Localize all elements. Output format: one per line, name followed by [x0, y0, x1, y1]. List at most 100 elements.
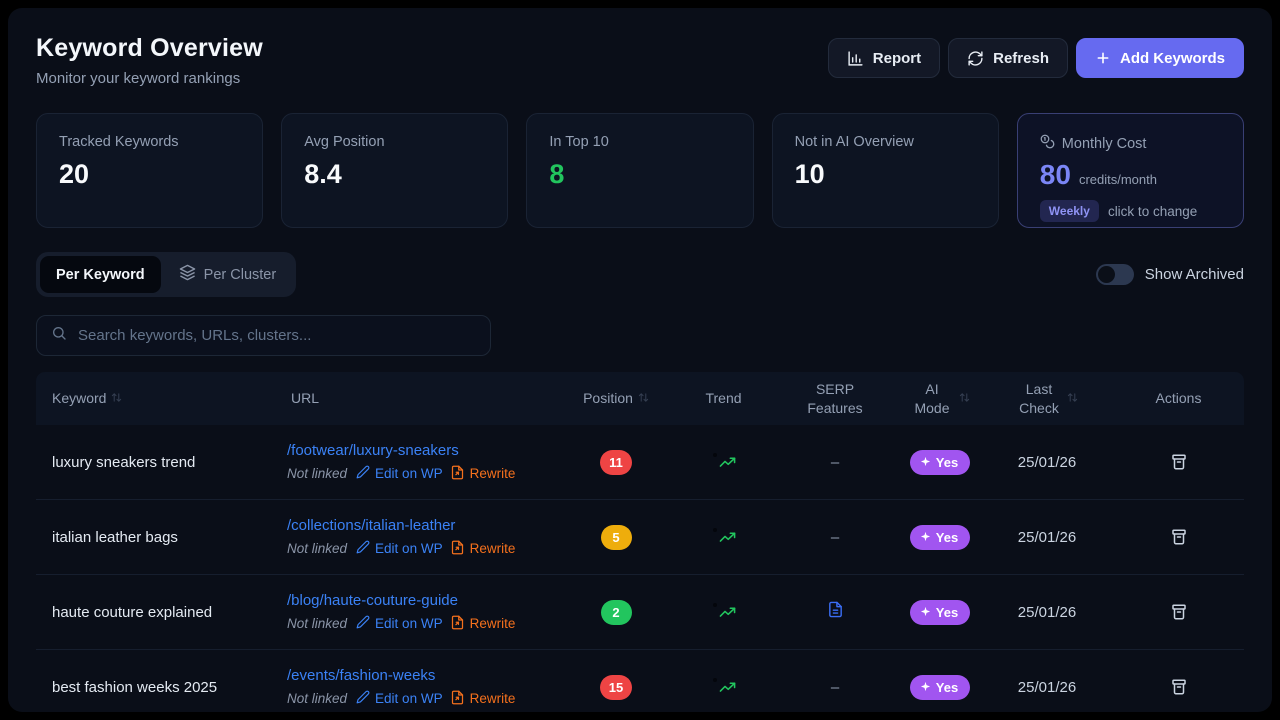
archive-button[interactable] [1166, 599, 1192, 625]
pencil-icon [356, 615, 370, 632]
ai-mode-label: Yes [935, 604, 959, 620]
monthly-cost-label-row: Monthly Cost [1040, 134, 1221, 153]
column-header-trend: Trend [676, 383, 771, 414]
tab-per-cluster[interactable]: Per Cluster [163, 256, 293, 293]
trending-up-icon [719, 682, 735, 692]
edit-on-wp-link[interactable]: Edit on WP [356, 540, 443, 557]
position-badge: 11 [600, 449, 632, 475]
trend-cell [676, 601, 771, 623]
position-cell: 2 [556, 599, 676, 625]
report-button[interactable]: Report [827, 38, 941, 78]
trend-sparkline [706, 676, 742, 698]
monthly-cost-value: 80 [1039, 159, 1071, 190]
keyword-cell: best fashion weeks 2025 [52, 678, 218, 696]
url-cell: /footwear/luxury-sneakers Not linked Edi… [287, 442, 556, 483]
rewrite-link[interactable]: Rewrite [450, 690, 516, 708]
file-text-icon [827, 601, 844, 623]
column-header-position[interactable]: Position [556, 383, 676, 414]
edit-on-wp-link[interactable]: Edit on WP [356, 690, 443, 707]
stat-card-tracked-keywords: Tracked Keywords 20 [36, 113, 264, 228]
archive-icon [1171, 604, 1186, 620]
edit-on-wp-label: Edit on WP [375, 541, 443, 556]
sort-icon[interactable] [1067, 389, 1078, 408]
column-header-last-check[interactable]: Last Check [981, 374, 1113, 424]
show-archived-control: Show Archived [1095, 264, 1244, 285]
edit-on-wp-link[interactable]: Edit on WP [356, 465, 443, 482]
tab-per-keyword[interactable]: Per Keyword [40, 256, 161, 293]
archive-button[interactable] [1166, 524, 1192, 550]
last-check-cell: 25/01/26 [1017, 603, 1077, 621]
rewrite-label: Rewrite [469, 616, 516, 631]
pencil-icon [356, 540, 370, 557]
trend-sparkline [706, 601, 742, 623]
ai-mode-badge: Yes [909, 449, 971, 475]
frequency-badge[interactable]: Weekly [1039, 200, 1099, 222]
actions-cell [1113, 524, 1244, 550]
column-label: SERP Features [807, 380, 863, 416]
column-label: Keyword [52, 390, 107, 407]
column-header-keyword[interactable]: Keyword [36, 383, 287, 414]
serp-features-cell [771, 601, 899, 623]
keywords-table: Keyword URL Position Trend SERP Features [36, 372, 1244, 712]
archive-button[interactable] [1166, 449, 1192, 475]
edit-on-wp-link[interactable]: Edit on WP [356, 615, 443, 632]
pencil-icon [356, 690, 370, 707]
rewrite-label: Rewrite [469, 541, 516, 556]
column-header-url: URL [287, 383, 556, 414]
file-arrow-icon [450, 540, 465, 558]
trending-up-icon [719, 457, 735, 467]
ai-mode-cell: Yes [899, 599, 981, 625]
file-arrow-icon [450, 465, 465, 483]
url-meta-row: Not linked Edit on WP Rewrite [287, 465, 548, 483]
rewrite-link[interactable]: Rewrite [450, 615, 516, 633]
monthly-cost-value-row: 80 credits/month [1040, 159, 1221, 191]
sort-icon[interactable] [111, 389, 122, 408]
sparkle-icon [920, 530, 931, 545]
toggle-knob [1097, 266, 1115, 283]
stats-row: Tracked Keywords 20 Avg Position 8.4 In … [36, 113, 1244, 228]
archive-button[interactable] [1166, 674, 1192, 700]
column-label: URL [291, 390, 320, 407]
refresh-button[interactable]: Refresh [948, 38, 1068, 78]
ai-mode-cell: Yes [899, 524, 981, 550]
edit-on-wp-label: Edit on WP [375, 616, 443, 631]
file-arrow-icon [450, 690, 465, 708]
title-block: Keyword Overview Monitor your keyword ra… [36, 34, 263, 87]
search-input[interactable] [78, 327, 476, 344]
url-meta-row: Not linked Edit on WP Rewrite [287, 540, 548, 558]
actions-cell [1113, 449, 1244, 475]
trend-dot [712, 678, 717, 682]
frequency-change-hint: click to change [1107, 203, 1198, 219]
url-link[interactable]: /events/fashion-weeks [287, 666, 436, 684]
ai-mode-badge: Yes [909, 524, 971, 550]
add-keywords-button-label: Add Keywords [1119, 49, 1225, 67]
column-header-ai-mode[interactable]: AI Mode [899, 374, 981, 424]
report-button-label: Report [872, 49, 922, 67]
not-linked-label: Not linked [287, 691, 348, 706]
stat-value: 8 [549, 159, 565, 189]
add-keywords-button[interactable]: Add Keywords [1075, 38, 1244, 78]
trend-cell [676, 676, 771, 698]
column-label: Last Check [1019, 380, 1059, 416]
stat-card-not-in-ai-overview: Not in AI Overview 10 [771, 113, 999, 228]
actions-cell [1113, 599, 1244, 625]
sort-icon[interactable] [959, 389, 970, 408]
keyword-cell: luxury sneakers trend [52, 453, 196, 471]
url-link[interactable]: /collections/italian-leather [287, 516, 456, 534]
stat-card-avg-position: Avg Position 8.4 [281, 113, 509, 228]
stat-card-monthly-cost[interactable]: Monthly Cost 80 credits/month Weekly cli… [1016, 113, 1244, 228]
rewrite-label: Rewrite [469, 466, 516, 481]
url-link[interactable]: /footwear/luxury-sneakers [287, 441, 459, 459]
show-archived-toggle[interactable] [1095, 264, 1134, 285]
trend-dot [712, 453, 717, 457]
pencil-icon [356, 465, 370, 482]
url-link[interactable]: /blog/haute-couture-guide [287, 591, 458, 609]
table-row: best fashion weeks 2025 /events/fashion-… [36, 650, 1244, 712]
rewrite-label: Rewrite [469, 691, 516, 706]
monthly-cost-unit: credits/month [1078, 172, 1157, 187]
rewrite-link[interactable]: Rewrite [450, 540, 516, 558]
sort-icon[interactable] [638, 389, 649, 408]
serp-features-cell: – [771, 679, 899, 696]
serp-dash: – [830, 528, 840, 546]
rewrite-link[interactable]: Rewrite [450, 465, 516, 483]
